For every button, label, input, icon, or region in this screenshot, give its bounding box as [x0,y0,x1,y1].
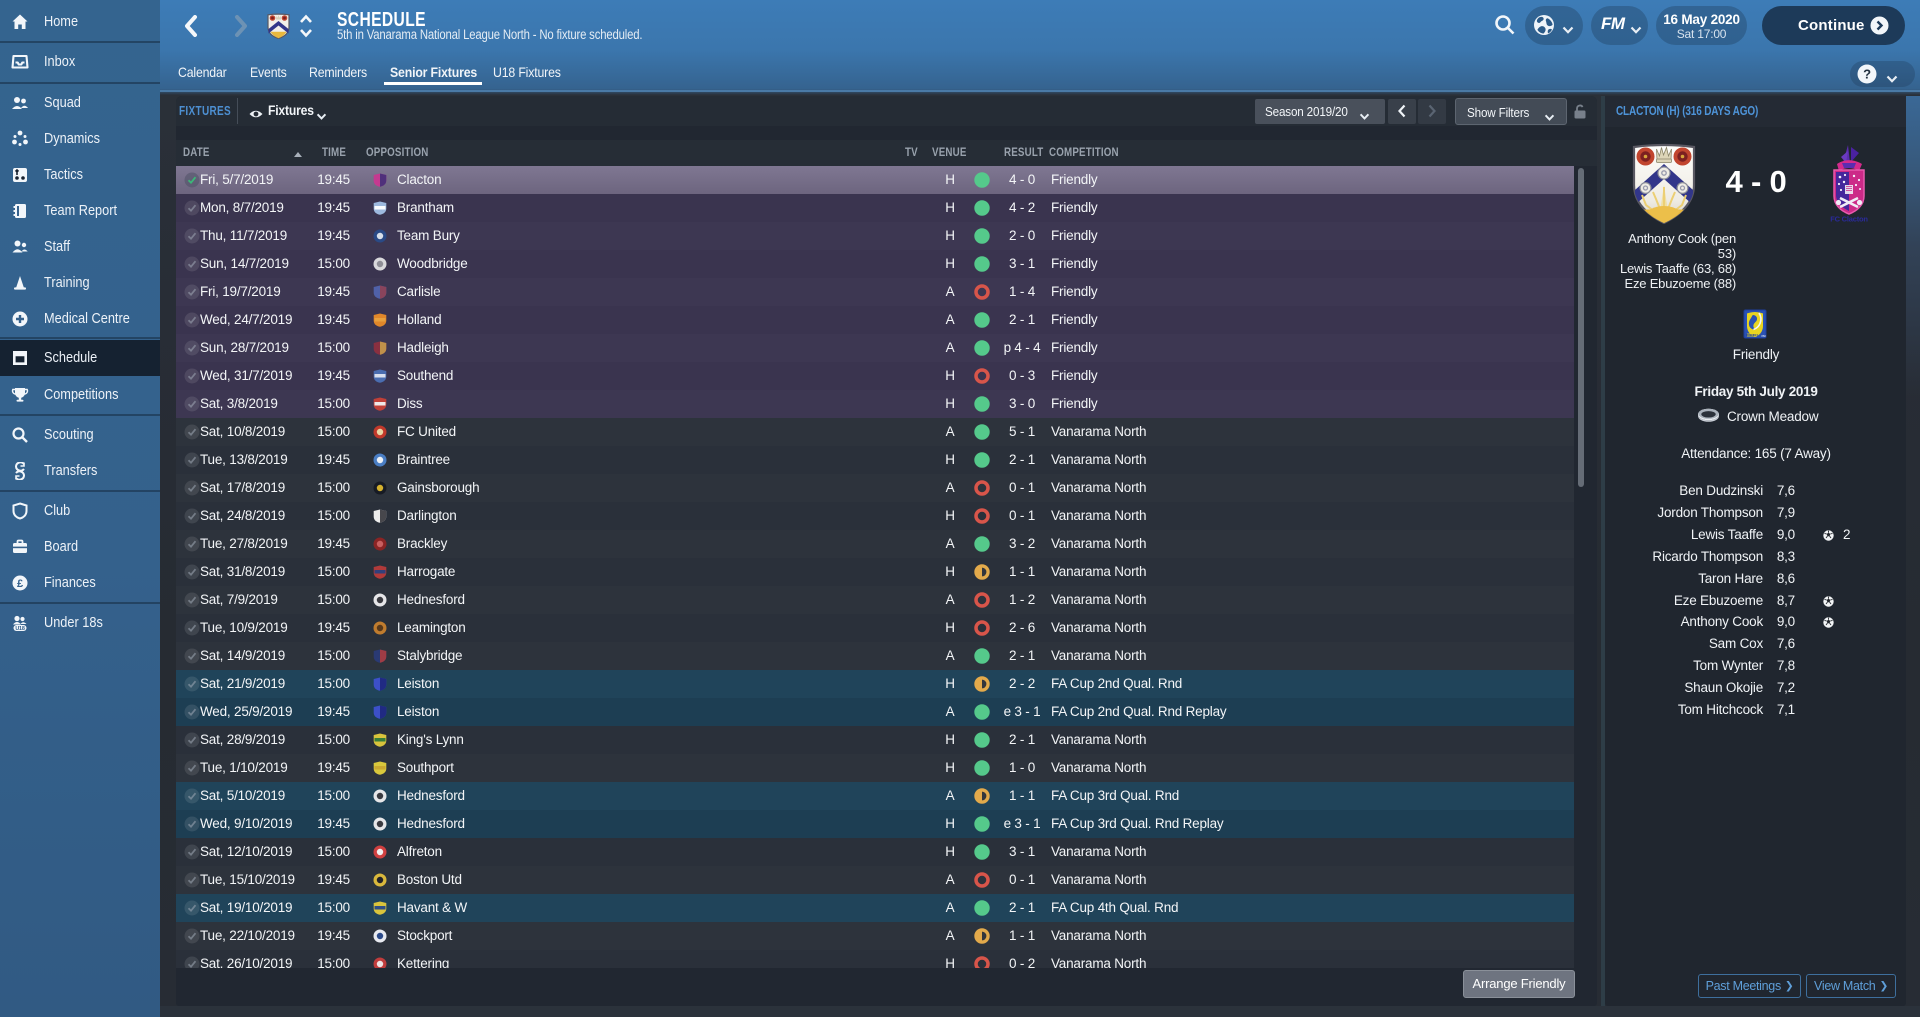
svg-text:FC Clacton: FC Clacton [1830,215,1868,224]
svg-text:FRIENDLY: FRIENDLY [1746,333,1758,337]
svg-text:?: ? [1863,67,1871,82]
svg-text:£: £ [17,578,23,590]
svg-text:U18: U18 [15,626,24,632]
svg-text:FM: FM [1762,334,1767,338]
